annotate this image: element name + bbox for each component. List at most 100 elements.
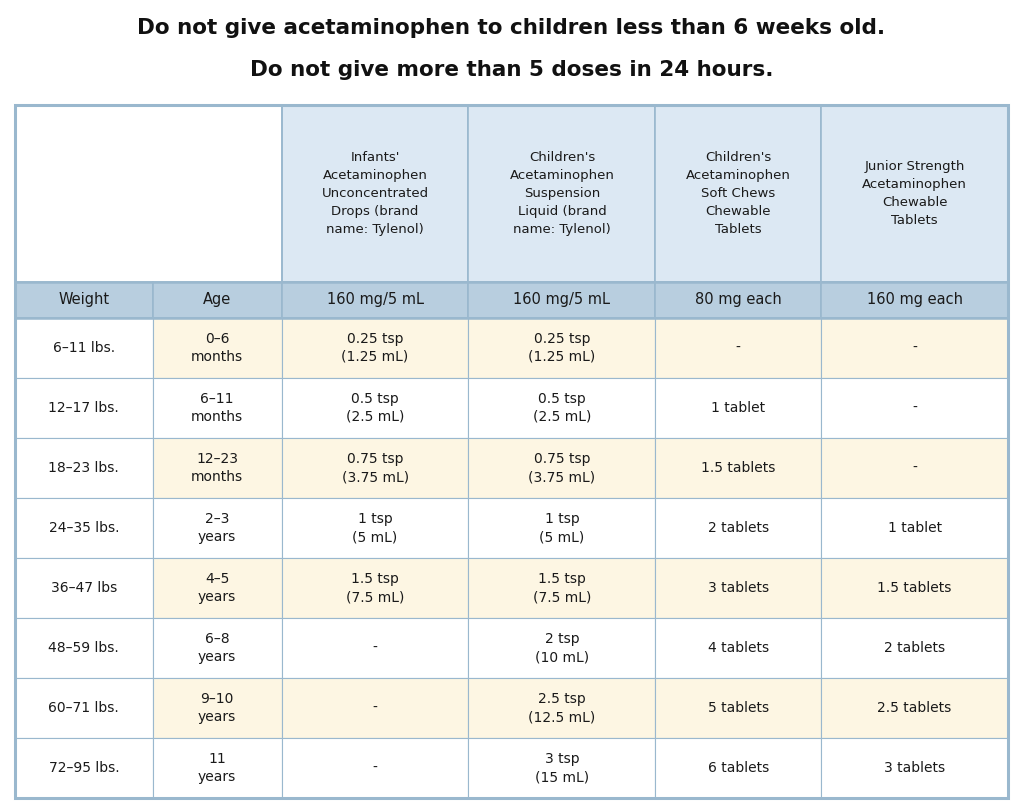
Text: 0.25 tsp
(1.25 mL): 0.25 tsp (1.25 mL) (342, 331, 409, 364)
Text: Age: Age (203, 292, 231, 307)
Bar (15, 318, 152, 377)
Text: Children's
Acetaminophen
Soft Chews
Chewable
Tablets: Children's Acetaminophen Soft Chews Chew… (685, 151, 791, 236)
Text: 72–95 lbs.: 72–95 lbs. (48, 761, 119, 775)
Bar (15, 618, 152, 678)
Text: 1 tsp
(5 mL): 1 tsp (5 mL) (539, 512, 584, 544)
Bar (821, 282, 1008, 318)
Bar (152, 377, 281, 438)
Text: -: - (913, 401, 917, 415)
Text: 6–11 lbs.: 6–11 lbs. (53, 341, 115, 355)
Text: -: - (372, 761, 377, 775)
Bar (821, 438, 1008, 498)
Text: 3 tablets: 3 tablets (884, 761, 945, 775)
Bar (15, 678, 152, 738)
Text: 1.5 tsp
(7.5 mL): 1.5 tsp (7.5 mL) (346, 572, 404, 604)
Text: -: - (372, 701, 377, 715)
Bar (281, 282, 469, 318)
Text: 11
years: 11 years (198, 752, 236, 784)
Text: 9–10
years: 9–10 years (198, 692, 236, 724)
Bar (821, 558, 1008, 618)
Bar (821, 105, 1008, 282)
Bar (281, 498, 469, 558)
Bar (15, 558, 152, 618)
Text: Do not give acetaminophen to children less than 6 weeks old.: Do not give acetaminophen to children le… (137, 18, 886, 38)
Text: 12–23
months: 12–23 months (191, 452, 243, 484)
Text: 60–71 lbs.: 60–71 lbs. (48, 701, 120, 715)
Text: 2.5 tsp
(12.5 mL): 2.5 tsp (12.5 mL) (528, 692, 595, 724)
Bar (15, 498, 152, 558)
Bar (281, 618, 469, 678)
Bar (281, 438, 469, 498)
Text: 2–3
years: 2–3 years (198, 512, 236, 544)
Text: 1 tablet: 1 tablet (711, 401, 765, 415)
Bar (469, 738, 656, 798)
Bar (15, 105, 281, 282)
Bar (656, 318, 821, 377)
Text: 2.5 tablets: 2.5 tablets (878, 701, 951, 715)
Text: Junior Strength
Acetaminophen
Chewable
Tablets: Junior Strength Acetaminophen Chewable T… (862, 160, 967, 227)
Text: 6–11
months: 6–11 months (191, 391, 243, 424)
Bar (281, 558, 469, 618)
Bar (656, 105, 821, 282)
Bar (821, 498, 1008, 558)
Bar (469, 377, 656, 438)
Text: -: - (913, 341, 917, 355)
Bar (152, 558, 281, 618)
Bar (821, 318, 1008, 377)
Text: Children's
Acetaminophen
Suspension
Liquid (brand
name: Tylenol): Children's Acetaminophen Suspension Liqu… (509, 151, 615, 236)
Text: 2 tablets: 2 tablets (884, 641, 945, 655)
Bar (469, 618, 656, 678)
Text: 24–35 lbs.: 24–35 lbs. (48, 521, 119, 535)
Text: 2 tablets: 2 tablets (708, 521, 769, 535)
Text: 0.25 tsp
(1.25 mL): 0.25 tsp (1.25 mL) (528, 331, 595, 364)
Text: 0.75 tsp
(3.75 mL): 0.75 tsp (3.75 mL) (342, 452, 408, 484)
Text: 2 tsp
(10 mL): 2 tsp (10 mL) (535, 632, 589, 664)
Bar (152, 738, 281, 798)
Text: 1.5 tsp
(7.5 mL): 1.5 tsp (7.5 mL) (533, 572, 591, 604)
Bar (656, 498, 821, 558)
Bar (281, 105, 469, 282)
Bar (281, 377, 469, 438)
Bar (15, 282, 152, 318)
Text: 1.5 tablets: 1.5 tablets (701, 461, 775, 475)
Text: 4–5
years: 4–5 years (198, 572, 236, 604)
Bar (469, 498, 656, 558)
Bar (15, 738, 152, 798)
Bar (656, 282, 821, 318)
Bar (152, 678, 281, 738)
Text: 36–47 lbs: 36–47 lbs (51, 581, 117, 595)
Bar (656, 678, 821, 738)
Bar (469, 105, 656, 282)
Text: 48–59 lbs.: 48–59 lbs. (48, 641, 120, 655)
Bar (469, 282, 656, 318)
Bar (469, 678, 656, 738)
Text: -: - (736, 341, 741, 355)
Bar (152, 438, 281, 498)
Bar (15, 438, 152, 498)
Text: 160 mg/5 mL: 160 mg/5 mL (326, 292, 424, 307)
Bar (469, 318, 656, 377)
Text: 3 tablets: 3 tablets (708, 581, 769, 595)
Text: 0.75 tsp
(3.75 mL): 0.75 tsp (3.75 mL) (528, 452, 595, 484)
Text: 4 tablets: 4 tablets (708, 641, 769, 655)
Text: 80 mg each: 80 mg each (695, 292, 782, 307)
Bar (281, 105, 1008, 282)
Text: 0.5 tsp
(2.5 mL): 0.5 tsp (2.5 mL) (346, 391, 404, 424)
Bar (656, 618, 821, 678)
Bar (469, 438, 656, 498)
Bar (15, 105, 1008, 798)
Text: 1 tablet: 1 tablet (888, 521, 941, 535)
Bar (15, 377, 152, 438)
Text: 3 tsp
(15 mL): 3 tsp (15 mL) (535, 752, 589, 784)
Bar (152, 618, 281, 678)
Bar (656, 377, 821, 438)
Text: 12–17 lbs.: 12–17 lbs. (48, 401, 120, 415)
Text: -: - (913, 461, 917, 475)
Bar (152, 318, 281, 377)
Text: Infants'
Acetaminophen
Unconcentrated
Drops (brand
name: Tylenol): Infants' Acetaminophen Unconcentrated Dr… (321, 151, 429, 236)
Text: 6–8
years: 6–8 years (198, 632, 236, 664)
Text: 5 tablets: 5 tablets (708, 701, 769, 715)
Text: 160 mg each: 160 mg each (866, 292, 963, 307)
Text: 1 tsp
(5 mL): 1 tsp (5 mL) (353, 512, 398, 544)
Bar (656, 558, 821, 618)
